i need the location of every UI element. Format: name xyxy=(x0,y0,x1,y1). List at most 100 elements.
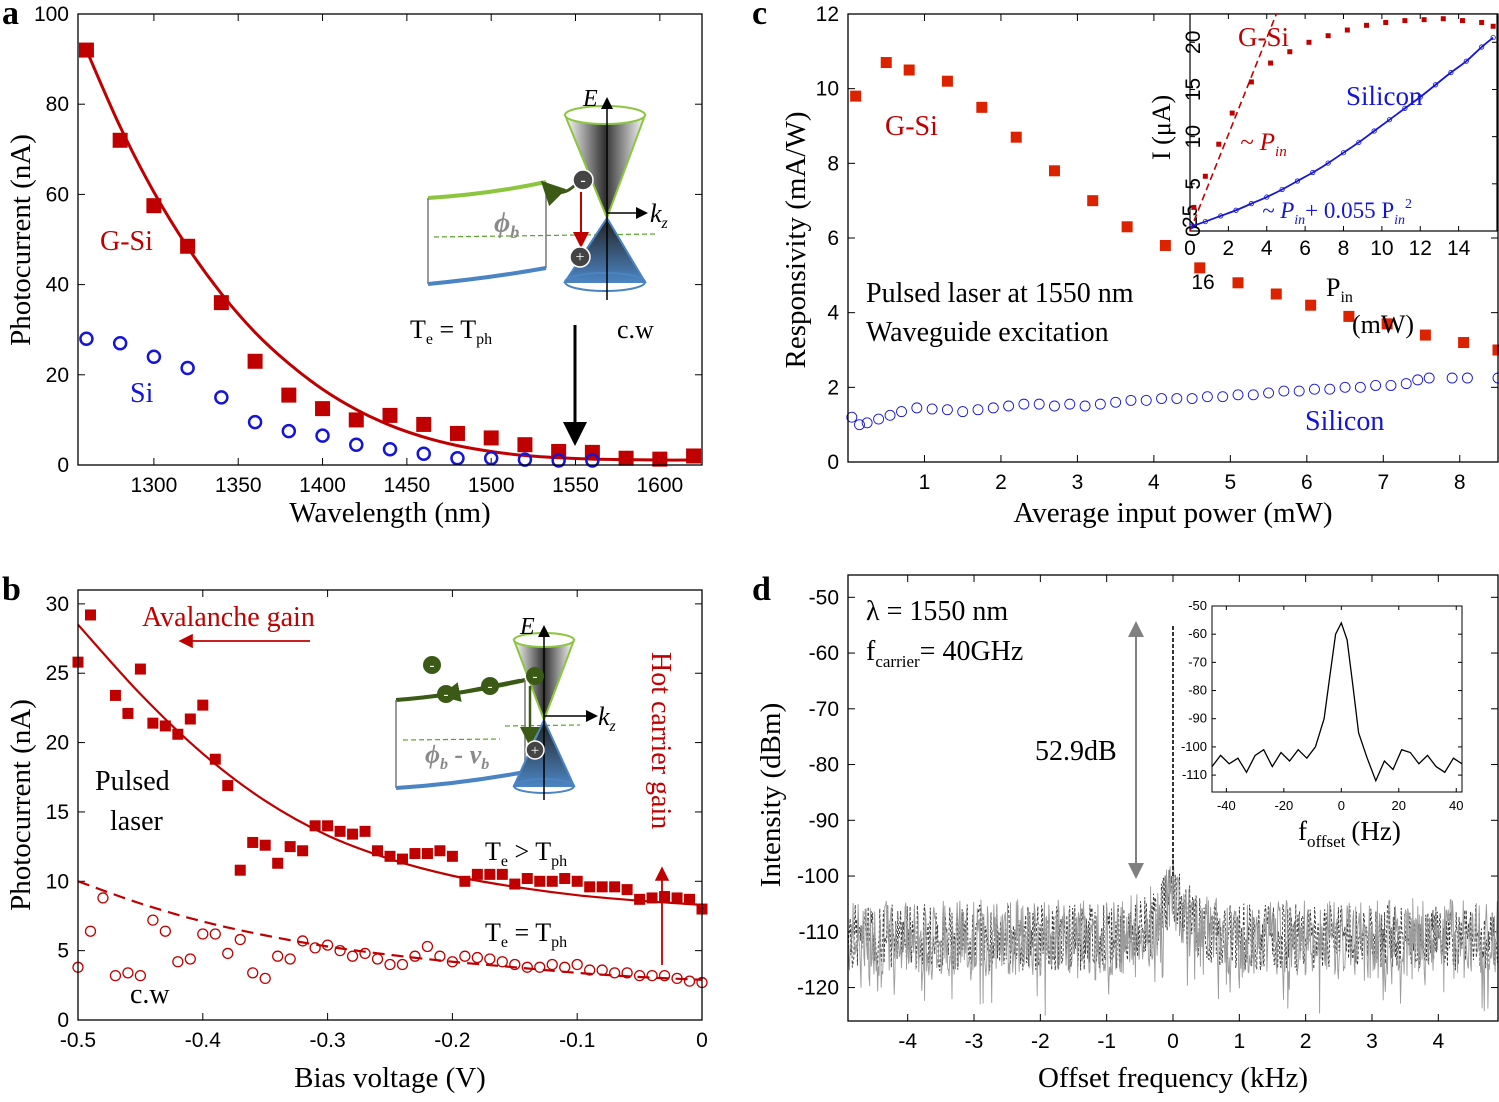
gsi-point xyxy=(1343,310,1355,322)
pulsed-point xyxy=(671,892,683,904)
cw-point xyxy=(122,967,134,979)
panel-a-label: a xyxy=(2,0,19,32)
x-tick-label: -3 xyxy=(965,1030,984,1053)
inset-gsi-point xyxy=(1268,60,1274,66)
cw-point xyxy=(134,969,147,982)
cw-point xyxy=(509,958,521,971)
panel-b-label: b xyxy=(2,571,21,608)
svg-text:+: + xyxy=(531,743,539,759)
silicon-point xyxy=(1018,398,1030,410)
te-eq-tph: Te = Tph xyxy=(485,918,567,951)
x-tick-label: 4 xyxy=(1148,471,1160,494)
silicon-point xyxy=(987,402,999,414)
contrast-label: 52.9dB xyxy=(1035,736,1117,767)
cw-fit-line xyxy=(77,880,703,981)
gsi-point xyxy=(112,132,128,148)
x-tick-label: 6 xyxy=(1299,237,1311,260)
gsi-point xyxy=(281,387,297,403)
cw-point xyxy=(683,975,696,987)
x-tick-label: 10 xyxy=(1370,237,1393,260)
panel-b-band-diagram: ϕb - vb E kz - - - - + xyxy=(395,614,617,800)
y-tick-label: -100 xyxy=(1181,739,1207,754)
cw-point xyxy=(571,958,583,971)
cw-point xyxy=(471,951,484,964)
cw-point xyxy=(259,972,271,985)
silicon-point xyxy=(1247,389,1259,401)
cw-point xyxy=(621,967,633,979)
panel-c-inset-xunit: (mW) xyxy=(1352,310,1414,339)
pulsed-point xyxy=(347,828,359,840)
inset-silicon-point xyxy=(1463,58,1469,64)
cw-point xyxy=(584,964,596,976)
silicon-point xyxy=(1446,372,1458,384)
gsi-point xyxy=(1419,329,1431,341)
pulsed-point xyxy=(259,839,271,851)
cw-point xyxy=(409,950,421,962)
panel-a-cw: c.w xyxy=(617,315,654,344)
silicon-point xyxy=(911,402,923,414)
y-tick-label: 4 xyxy=(827,302,839,325)
si-point xyxy=(214,390,229,405)
y-tick-label: -50 xyxy=(809,586,839,609)
panel-d-label: d xyxy=(752,571,771,608)
inset-gsi-point xyxy=(1459,18,1465,24)
x-tick-label: -4 xyxy=(898,1030,917,1053)
x-tick-label: 7 xyxy=(1377,471,1389,494)
inset-silicon-point xyxy=(1340,150,1347,156)
x-tick-label: 0 xyxy=(1167,1030,1179,1053)
inset-silicon-point xyxy=(1479,44,1485,50)
inset-silicon-point xyxy=(1386,117,1393,123)
y-tick-label: 10 xyxy=(816,78,839,101)
panel-b-frame xyxy=(77,589,703,1021)
si-point xyxy=(450,450,465,466)
gsi-point xyxy=(1121,221,1133,233)
x-tick-label: 4 xyxy=(1432,1030,1444,1053)
x-tick-label: 0 xyxy=(1184,237,1196,260)
panel-d-xlabel: Offset frequency (kHz) xyxy=(1038,1062,1308,1094)
pulsed-point xyxy=(172,728,184,740)
pulsed-point xyxy=(134,663,146,675)
inset-silicon-point xyxy=(1356,139,1362,145)
lambda-label: λ = 1550 nm xyxy=(866,596,1008,627)
gsi-point xyxy=(416,416,432,432)
inset-silicon-point xyxy=(1202,218,1208,225)
y-tick-label: -80 xyxy=(809,754,839,777)
y-tick-label: 10 xyxy=(46,870,69,893)
cw-point xyxy=(234,933,246,946)
inset-gsi-point xyxy=(1216,141,1222,147)
silicon-point xyxy=(1263,387,1275,399)
inset-gsi-point xyxy=(1479,19,1485,25)
panel-c-xlabel: Average input power (mW) xyxy=(1013,497,1332,529)
cw-point xyxy=(172,956,184,968)
inset-gsi-point xyxy=(1440,16,1446,22)
gsi-point xyxy=(146,198,162,214)
inset-spectrum-line xyxy=(1211,621,1463,783)
cw-point xyxy=(384,958,396,971)
inset-silicon-point xyxy=(1233,207,1239,213)
cw-point xyxy=(109,969,122,982)
inset-silicon-point xyxy=(1448,69,1454,76)
cw-point xyxy=(359,947,371,960)
cw-point xyxy=(197,928,209,940)
y-tick-label: 2 xyxy=(827,376,839,399)
cw-point xyxy=(184,953,196,965)
pulsed-point xyxy=(334,825,346,837)
y-tick-label: 20 xyxy=(1182,31,1205,54)
cw-point xyxy=(247,967,259,979)
panel-d-data: -4 -3 -2 -1 0 1 2 3 4 -120 -110 -100 -90 -80 -70 -60 -50 xyxy=(797,575,1499,1053)
pulsed-point xyxy=(396,853,408,865)
y-tick-label: -110 xyxy=(799,921,839,944)
panel-c-line1: Pulsed laser at 1550 nm xyxy=(866,278,1134,309)
gsi-point xyxy=(180,238,196,254)
si-point xyxy=(349,437,364,452)
silicon-point xyxy=(1033,398,1045,410)
pulsed-point xyxy=(234,864,246,876)
inset-gsi-point xyxy=(1490,23,1496,29)
y-tick-label: -110 xyxy=(1182,767,1207,782)
inset-gsi-point xyxy=(1421,17,1427,23)
inset-silicon-point xyxy=(1189,223,1195,229)
cw-point xyxy=(296,935,309,947)
conduction-band xyxy=(427,180,547,200)
gsi-point xyxy=(1492,344,1499,356)
cw-point xyxy=(608,967,621,979)
